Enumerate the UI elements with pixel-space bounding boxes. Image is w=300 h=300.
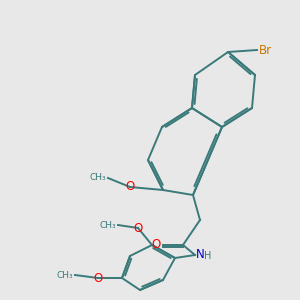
Text: H: H <box>204 251 212 261</box>
Text: CH₃: CH₃ <box>56 271 73 280</box>
Text: CH₃: CH₃ <box>89 173 106 182</box>
Text: O: O <box>93 272 103 284</box>
Text: O: O <box>125 179 135 193</box>
Text: O: O <box>134 221 142 235</box>
Text: Br: Br <box>259 44 272 56</box>
Text: CH₃: CH₃ <box>99 220 116 230</box>
Text: N: N <box>196 248 205 262</box>
Text: O: O <box>152 238 161 251</box>
